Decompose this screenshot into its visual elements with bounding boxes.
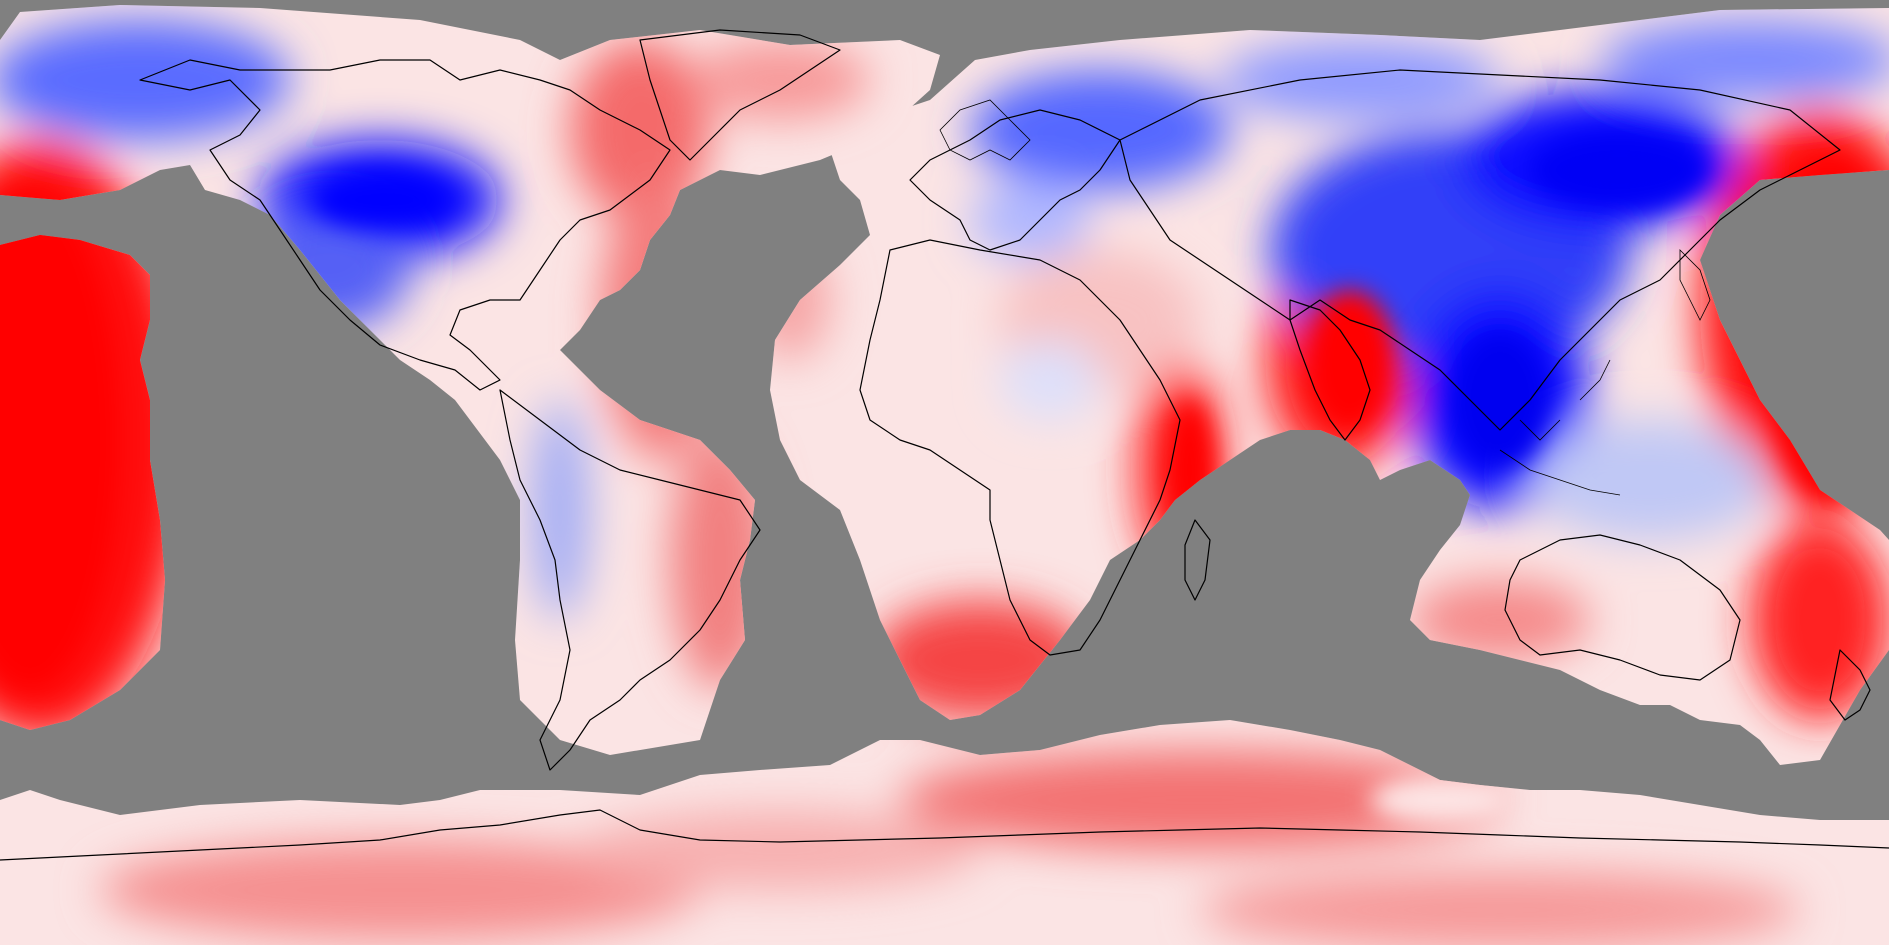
- coastline-southeast-asia: [1499, 359, 1621, 496]
- coastline-south-america: [499, 389, 761, 771]
- coastline-japan: [1679, 249, 1711, 321]
- coastline-india: [1289, 299, 1371, 441]
- coastline-antarctica: [0, 809, 1889, 861]
- coastline-new-zealand: [1829, 649, 1871, 721]
- coastline-madagascar: [1184, 519, 1211, 601]
- coastlines: [0, 29, 1889, 861]
- coastline-africa: [859, 239, 1181, 656]
- coastline-scandinavia: [939, 99, 1031, 161]
- coastline-greenland: [639, 29, 841, 161]
- coastline-australia: [1504, 534, 1741, 681]
- coastline-europe: [909, 109, 1121, 251]
- coastline-asia: [1119, 69, 1841, 431]
- coastline-north-america: [139, 59, 671, 391]
